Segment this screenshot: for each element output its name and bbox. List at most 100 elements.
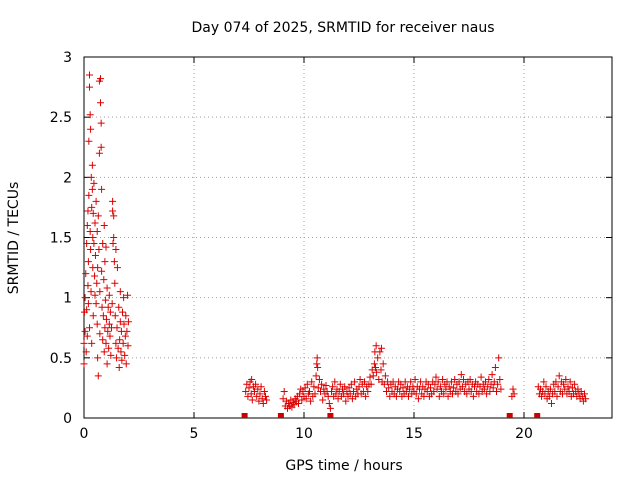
data-point <box>124 318 132 326</box>
data-point <box>554 383 562 391</box>
data-point <box>466 375 474 383</box>
data-point <box>88 203 96 211</box>
data-point <box>93 320 101 328</box>
data-point <box>356 375 364 383</box>
data-point <box>97 119 105 127</box>
data-point <box>113 264 121 272</box>
data-point <box>102 243 110 251</box>
data-point <box>120 294 128 302</box>
y-axis-label: SRMTID / TECUs <box>6 182 22 295</box>
data-point <box>290 401 298 409</box>
data-point <box>313 354 321 362</box>
data-point <box>91 219 99 227</box>
data-point <box>109 197 117 205</box>
data-point <box>242 388 250 396</box>
data-point <box>89 234 97 241</box>
data-point <box>373 368 381 376</box>
data-point <box>115 363 123 371</box>
gap-markers <box>241 413 541 418</box>
data-point <box>477 373 485 381</box>
data-point <box>84 300 92 308</box>
data-point <box>386 392 394 400</box>
data-point <box>444 392 452 400</box>
data-point <box>100 348 108 356</box>
data-point <box>105 291 113 299</box>
data-point <box>86 324 93 332</box>
data-point <box>411 375 419 383</box>
data-point <box>105 320 113 328</box>
data-point <box>432 373 440 381</box>
data-point <box>101 324 109 332</box>
data-point <box>469 392 477 400</box>
data-point <box>372 363 379 371</box>
data-point <box>122 360 130 368</box>
data-point <box>248 375 256 383</box>
data-point <box>263 396 271 404</box>
data-point <box>84 282 92 290</box>
data-point <box>97 99 104 107</box>
data-point <box>116 336 124 344</box>
data-point <box>119 308 126 316</box>
data-point <box>110 212 118 220</box>
data-point <box>106 332 114 340</box>
data-point <box>88 185 96 193</box>
data-point <box>86 71 93 79</box>
data-point <box>122 312 130 320</box>
data-point <box>318 380 326 388</box>
data-point <box>454 390 462 398</box>
data-point <box>440 390 448 398</box>
data-point <box>91 291 99 299</box>
data-point <box>435 392 443 400</box>
data-point <box>302 395 310 403</box>
data-point <box>119 339 127 347</box>
data-point <box>102 296 110 304</box>
data-point <box>434 378 442 386</box>
data-point <box>582 395 590 403</box>
data-point <box>495 354 503 362</box>
x-tick-label: 20 <box>515 426 533 442</box>
data-point <box>110 234 118 241</box>
data-point <box>87 288 95 296</box>
data-point <box>113 354 121 362</box>
x-tick-label: 5 <box>190 426 199 442</box>
data-point <box>102 315 110 323</box>
data-point <box>94 354 102 362</box>
data-point <box>118 356 126 364</box>
data-point <box>99 240 107 248</box>
data-point <box>85 191 93 199</box>
data-point <box>104 303 112 311</box>
data-point <box>94 372 102 380</box>
data-point <box>97 143 105 151</box>
data-point <box>486 388 494 396</box>
data-point <box>566 378 574 386</box>
data-point <box>93 227 101 235</box>
data-point <box>121 332 129 340</box>
data-point <box>81 327 89 335</box>
data-point <box>98 303 106 311</box>
data-point <box>372 342 380 350</box>
data-point <box>381 372 389 380</box>
data-point <box>374 354 382 362</box>
data-point <box>252 380 260 388</box>
data-point <box>92 300 100 308</box>
x-axis-ticks: 0 5 10 15 20 <box>80 57 533 442</box>
gap-marker <box>241 413 248 418</box>
data-point <box>510 390 518 398</box>
data-point <box>463 390 471 398</box>
data-point <box>385 384 393 392</box>
data-point <box>112 339 120 347</box>
data-point <box>397 380 405 388</box>
data-point <box>314 363 322 371</box>
data-point <box>555 372 563 380</box>
data-point <box>562 375 570 383</box>
data-point <box>109 207 117 215</box>
data-point <box>248 396 256 404</box>
data-point <box>259 400 267 408</box>
data-point <box>331 378 339 386</box>
data-point <box>86 111 94 119</box>
data-point <box>485 375 493 383</box>
data-point <box>311 390 319 398</box>
y-tick-label: 2.5 <box>50 110 72 126</box>
data-point <box>90 179 98 187</box>
